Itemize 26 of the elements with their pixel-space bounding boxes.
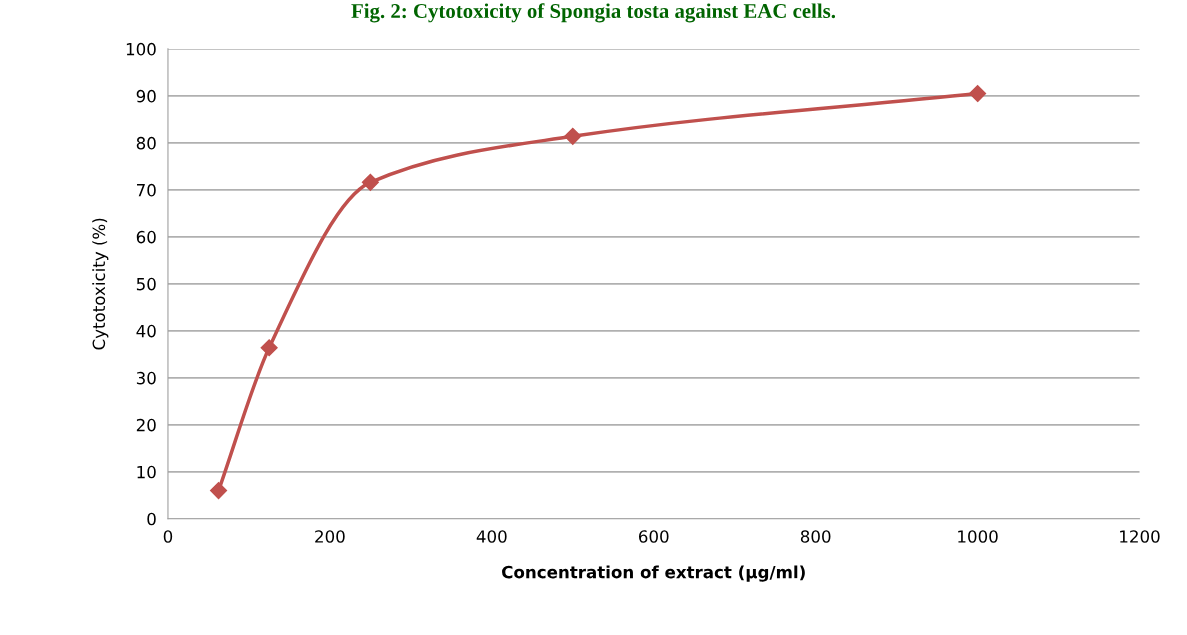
x-tick-label: 0 [163,530,173,543]
y-tick-label: 40 [136,324,156,338]
chart-title: Fig. 2: Cytotoxicity of Spongia tosta against EAC cells. [351,3,836,23]
point [361,173,379,191]
y-tick-label: 80 [136,136,156,150]
x-tick-label: 400 [476,530,507,543]
x-axis-title: Concentration of extract (µg/ml) [502,565,805,582]
y-tick-label: 60 [136,230,156,244]
y-axis-title: Cytotoxicity (%) [92,218,109,350]
x-tick-label: 1200 [1120,530,1160,543]
y-tick-label: 0 [147,512,156,526]
y-tick-label: 100 [126,42,156,56]
point [210,482,228,500]
point [969,84,987,103]
point [564,127,582,145]
y-tick-label: 50 [136,277,156,291]
y-tick-label: 10 [137,465,156,479]
x-tick-label: 200 [315,530,345,543]
y-tick-label: 20 [136,418,156,432]
y-tick-label: 70 [137,183,156,197]
x-tick-label: 800 [800,530,831,543]
y-tick-label: 90 [136,89,156,103]
x-tick-label: 600 [639,530,669,543]
y-tick-label: 30 [136,371,156,385]
x-tick-label: 1000 [958,530,998,543]
point [260,339,278,357]
